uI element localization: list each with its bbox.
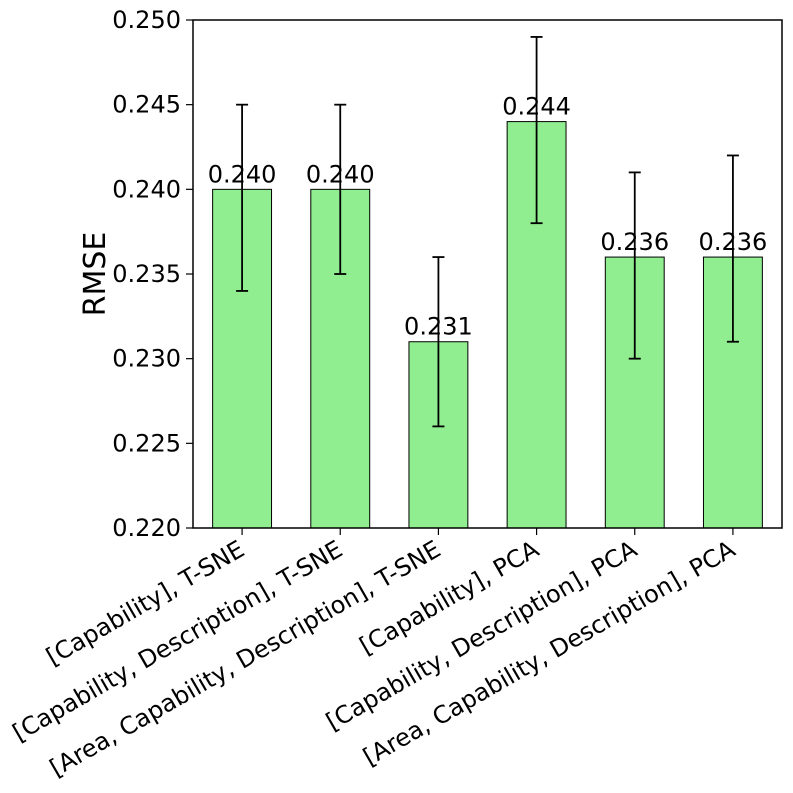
- y-axis: 0.220 0.225 0.230 0.235 0.240 0.245 0.250: [112, 6, 193, 542]
- y-tick-label: 0.220: [112, 514, 181, 542]
- bar-value-label-4: 0.244: [502, 93, 571, 121]
- error-bars-layer: [236, 36, 739, 428]
- error-bar-3: [432, 256, 445, 428]
- bar-value-label-1: 0.240: [208, 160, 277, 188]
- error-bar-2: [334, 103, 347, 275]
- bar-value-labels: 0.240 0.240 0.231 0.244 0.236 0.236: [208, 93, 768, 341]
- bar-value-label-2: 0.240: [306, 160, 375, 188]
- plot-frame: [192, 19, 783, 529]
- y-tick-label: 0.225: [112, 429, 181, 457]
- y-tick-label: 0.245: [112, 91, 181, 119]
- bars-layer: [212, 121, 763, 529]
- error-bar-1: [236, 103, 249, 292]
- y-tick-label: 0.230: [112, 345, 181, 373]
- error-bar-6: [726, 154, 739, 343]
- y-tick-label: 0.235: [112, 260, 181, 288]
- bar-value-label-6: 0.236: [699, 228, 768, 256]
- bar-value-label-3: 0.231: [404, 313, 473, 341]
- bar-value-label-5: 0.236: [600, 228, 669, 256]
- error-bar-5: [628, 171, 641, 360]
- x-axis: [Capability], T-SNE[Capability, Descript…: [8, 528, 740, 782]
- y-tick-label: 0.240: [112, 175, 181, 203]
- y-axis-title: RMSE: [78, 232, 113, 317]
- error-bar-4: [530, 36, 543, 225]
- y-tick-label: 0.250: [112, 6, 181, 34]
